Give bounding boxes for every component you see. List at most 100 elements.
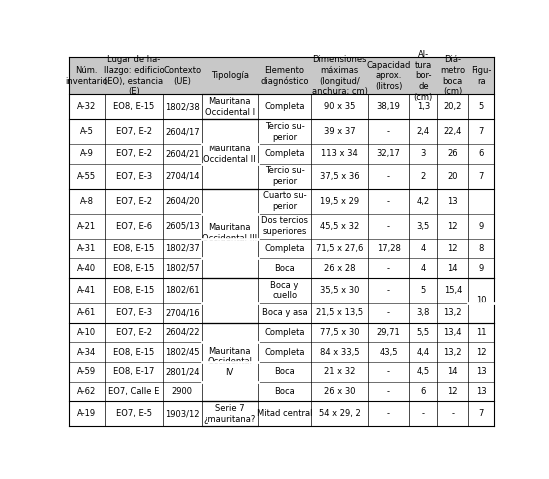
Text: EO7, E-5: EO7, E-5: [116, 410, 152, 418]
Text: Completa: Completa: [264, 244, 305, 253]
Text: -: -: [387, 197, 390, 205]
Text: Contexto
(UE): Contexto (UE): [163, 66, 201, 86]
Text: 5: 5: [421, 286, 426, 295]
Text: 43,5: 43,5: [379, 348, 398, 357]
Text: Completa: Completa: [264, 149, 305, 159]
Text: 15,4: 15,4: [444, 286, 462, 295]
Text: EO7, E-3: EO7, E-3: [116, 172, 152, 181]
Text: 19,5 x 29: 19,5 x 29: [320, 197, 359, 205]
Text: Mauritana
Occidental
IV: Mauritana Occidental IV: [207, 347, 252, 377]
Text: A-41: A-41: [77, 286, 97, 295]
Text: 7: 7: [479, 172, 484, 181]
Text: 1,3: 1,3: [417, 102, 430, 111]
Text: 2604/22: 2604/22: [165, 328, 199, 337]
Text: 29,71: 29,71: [377, 328, 400, 337]
Text: Boca: Boca: [274, 263, 295, 273]
Text: A-9: A-9: [80, 149, 94, 159]
Text: Tipología: Tipología: [211, 71, 249, 80]
Text: Mauritana
Occidental III: Mauritana Occidental III: [202, 224, 257, 243]
Text: 7: 7: [479, 127, 484, 136]
Text: 13: 13: [447, 197, 458, 205]
Text: 1802/57: 1802/57: [165, 263, 199, 273]
Text: 26 x 30: 26 x 30: [324, 387, 355, 396]
Text: A-10: A-10: [77, 328, 97, 337]
Text: 2900: 2900: [172, 387, 193, 396]
Text: EO8, E-17: EO8, E-17: [113, 367, 155, 376]
Text: EO7, E-2: EO7, E-2: [116, 149, 152, 159]
Text: 2604/21: 2604/21: [165, 149, 199, 159]
Text: Boca y asa: Boca y asa: [262, 308, 307, 317]
Text: -: -: [451, 410, 455, 418]
Text: 26: 26: [447, 149, 458, 159]
Text: 1802/61: 1802/61: [165, 286, 199, 295]
Text: A-59: A-59: [77, 367, 97, 376]
Text: EO8, E-15: EO8, E-15: [114, 348, 155, 357]
Text: A-55: A-55: [77, 172, 97, 181]
Text: A-34: A-34: [77, 348, 97, 357]
Text: 2604/17: 2604/17: [165, 127, 199, 136]
Text: Elemento
diagnóstico: Elemento diagnóstico: [260, 66, 309, 86]
Text: 12: 12: [476, 348, 486, 357]
Text: 3: 3: [421, 149, 426, 159]
Text: 3,5: 3,5: [417, 222, 430, 231]
Text: 5,5: 5,5: [417, 328, 430, 337]
Text: A-19: A-19: [77, 410, 97, 418]
Text: Capacidad
aprox.
(litros): Capacidad aprox. (litros): [366, 61, 411, 91]
Text: A-32: A-32: [77, 102, 97, 111]
Text: 13: 13: [476, 367, 486, 376]
Text: A-8: A-8: [80, 197, 94, 205]
Text: 1903/12: 1903/12: [165, 410, 199, 418]
Text: 14: 14: [447, 263, 458, 273]
Text: Figu-
ra: Figu- ra: [471, 66, 491, 86]
Bar: [69, 57, 494, 94]
Text: 45,5 x 32: 45,5 x 32: [320, 222, 359, 231]
Text: 1802/37: 1802/37: [165, 244, 200, 253]
Text: 12: 12: [447, 387, 458, 396]
Text: A-21: A-21: [77, 222, 97, 231]
Text: 20: 20: [447, 172, 458, 181]
Text: 17,28: 17,28: [377, 244, 400, 253]
Text: 12: 12: [447, 244, 458, 253]
Text: EO8, E-15: EO8, E-15: [114, 244, 155, 253]
Text: 2704/16: 2704/16: [165, 308, 199, 317]
Text: 13,2: 13,2: [444, 308, 462, 317]
Text: Lugar de ha-
llazgo: edificio
(EO), estancia
(E): Lugar de ha- llazgo: edificio (EO), esta…: [104, 55, 164, 96]
Text: 20,2: 20,2: [444, 102, 462, 111]
Text: Boca: Boca: [274, 367, 295, 376]
Text: Mitad central: Mitad central: [257, 410, 312, 418]
Text: EO7, E-2: EO7, E-2: [116, 328, 152, 337]
Text: -: -: [387, 367, 390, 376]
Text: 2801/24: 2801/24: [165, 367, 199, 376]
Text: 9: 9: [479, 222, 484, 231]
Text: Boca: Boca: [274, 387, 295, 396]
Text: 32,17: 32,17: [377, 149, 400, 159]
Text: Completa: Completa: [264, 102, 305, 111]
Text: Al-
tura
bor-
de
(cm): Al- tura bor- de (cm): [414, 50, 433, 102]
Text: EO8, E-15: EO8, E-15: [114, 102, 155, 111]
Text: 2: 2: [421, 172, 426, 181]
Text: 2704/14: 2704/14: [165, 172, 199, 181]
Text: 10: 10: [476, 296, 486, 305]
Text: 71,5 x 27,6: 71,5 x 27,6: [316, 244, 363, 253]
Text: 39 x 37: 39 x 37: [324, 127, 355, 136]
Text: 4,2: 4,2: [417, 197, 430, 205]
Text: 3,8: 3,8: [417, 308, 430, 317]
Text: 38,19: 38,19: [377, 102, 400, 111]
Text: 1802/38: 1802/38: [165, 102, 200, 111]
Text: Núm.
inventario: Núm. inventario: [65, 66, 108, 86]
Text: 90 x 35: 90 x 35: [324, 102, 355, 111]
Text: 5: 5: [479, 102, 484, 111]
Text: Mauritana
Occidental I: Mauritana Occidental I: [205, 97, 255, 116]
Text: 13: 13: [476, 387, 486, 396]
Text: 22,4: 22,4: [444, 127, 462, 136]
Text: Dimensiones
máximas
(longitud/
anchura; cm): Dimensiones máximas (longitud/ anchura; …: [312, 55, 367, 96]
Text: -: -: [422, 410, 425, 418]
Text: 7: 7: [479, 410, 484, 418]
Text: 84 x 33,5: 84 x 33,5: [320, 348, 359, 357]
Text: -: -: [387, 172, 390, 181]
Text: 4: 4: [421, 244, 426, 253]
Text: EO7, E-2: EO7, E-2: [116, 127, 152, 136]
Text: 8: 8: [479, 244, 484, 253]
Text: EO8, E-15: EO8, E-15: [114, 286, 155, 295]
Text: 2604/20: 2604/20: [165, 197, 199, 205]
